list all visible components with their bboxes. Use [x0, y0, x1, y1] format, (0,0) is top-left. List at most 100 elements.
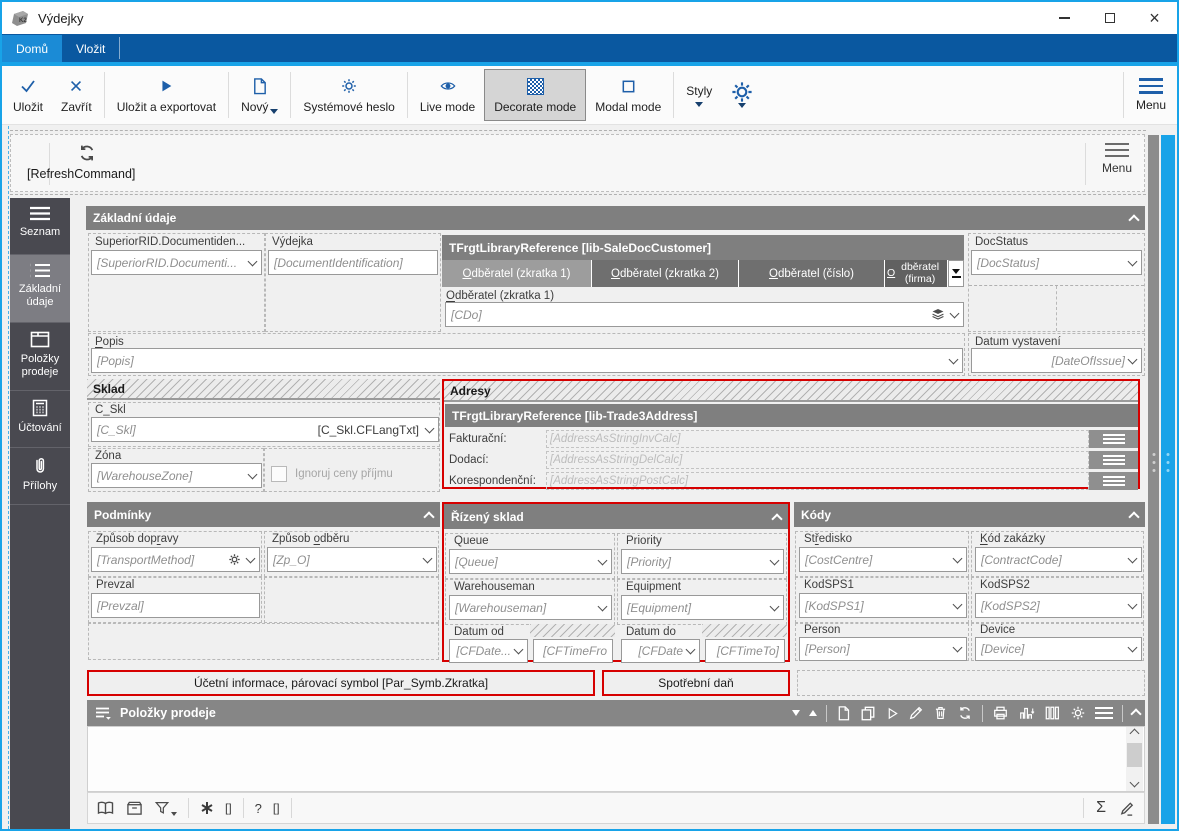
sidebar-item-zakladni-udaje[interactable]: Základní údaje: [10, 255, 70, 323]
collapse-icon[interactable]: [1130, 708, 1142, 720]
refresh-command-button[interactable]: [RefreshCommand]: [27, 167, 136, 181]
kody-header[interactable]: Kódy: [794, 502, 1145, 527]
copy-icon[interactable]: [860, 705, 876, 722]
equipment-combo[interactable]: [Equipment]: [621, 595, 784, 620]
zpusob-dopravy-combo[interactable]: [TransportMethod]: [91, 547, 260, 572]
sum-button[interactable]: Σ: [1096, 799, 1106, 816]
close-doc-button[interactable]: Zavřít: [52, 69, 101, 121]
scroll-up-icon[interactable]: [1129, 728, 1140, 739]
accounting-info-button[interactable]: Účetní informace, párovací symbol [Par_S…: [87, 670, 595, 696]
new-item-icon[interactable]: [836, 705, 851, 722]
decorate-mode-button[interactable]: Decorate mode: [484, 69, 587, 121]
columns-icon[interactable]: [1044, 705, 1061, 721]
splitter-handle[interactable]: [1148, 135, 1159, 824]
save-button[interactable]: Uložit: [4, 69, 52, 121]
toolbar-menu-button[interactable]: Menu: [1127, 69, 1175, 121]
collapse-icon[interactable]: [1128, 214, 1140, 226]
zpusob-odberu-combo[interactable]: [Zp_O]: [267, 547, 437, 572]
modal-mode-button[interactable]: Modal mode: [586, 69, 670, 121]
asterisk-icon[interactable]: [200, 801, 214, 815]
address-menu-button[interactable]: [1089, 472, 1138, 490]
field-cell: [265, 233, 441, 332]
close-button[interactable]: ×: [1149, 7, 1160, 28]
scroll-down-icon[interactable]: [1129, 777, 1140, 788]
edit-icon[interactable]: [908, 705, 924, 721]
settings-button[interactable]: [721, 69, 763, 121]
archive-box-icon[interactable]: [126, 800, 143, 816]
tab-domu[interactable]: Domů: [2, 35, 63, 62]
maximize-button[interactable]: [1087, 3, 1132, 34]
device-combo[interactable]: [Device]: [975, 637, 1142, 661]
form-section-header[interactable]: Základní údaje: [86, 206, 1145, 230]
sidebar-item-polozky-prodeje[interactable]: Položky prodeje: [10, 323, 70, 391]
zona-combo[interactable]: [WarehouseZone]: [91, 463, 262, 488]
kod-zakazky-combo[interactable]: [ContractCode]: [975, 547, 1142, 572]
cas-od-input[interactable]: [CFTimeFro: [533, 639, 613, 663]
tab-vlozit[interactable]: Vložit: [76, 41, 106, 56]
edit-pencil-icon[interactable]: [1118, 800, 1136, 817]
grid-menu-icon[interactable]: [1095, 707, 1113, 719]
move-down-icon[interactable]: [792, 710, 800, 716]
kody-group: Kódy Středisko [CostCentre] Kód zakázky …: [794, 502, 1145, 662]
new-button[interactable]: Nový: [232, 69, 287, 121]
chart-icon[interactable]: [1018, 705, 1035, 721]
ignoruj-ceny-checkbox[interactable]: [271, 466, 287, 482]
refresh-icon[interactable]: [957, 705, 973, 721]
collapse-icon[interactable]: [423, 510, 435, 523]
gear-icon[interactable]: [228, 553, 241, 566]
run-icon[interactable]: [885, 706, 899, 721]
rizeny-sklad-header[interactable]: Řízený sklad: [444, 504, 788, 529]
print-icon[interactable]: [992, 705, 1009, 721]
priority-combo[interactable]: [Priority]: [621, 549, 784, 574]
scrollbar-thumb[interactable]: [1127, 743, 1142, 767]
sidebar-item-seznam[interactable]: Seznam: [10, 198, 70, 255]
warehouseman-combo[interactable]: [Warehouseman]: [449, 595, 612, 620]
stredisko-combo[interactable]: [CostCentre]: [799, 547, 967, 572]
cdo-combo[interactable]: [CDo]: [445, 302, 964, 327]
filter-icon[interactable]: [154, 800, 177, 816]
move-up-icon[interactable]: [809, 710, 817, 716]
kodsps2-combo[interactable]: [KodSPS2]: [975, 593, 1142, 618]
form-menu-button[interactable]: Menu: [1102, 143, 1132, 175]
prevzal-input[interactable]: [Prevzal]: [91, 593, 260, 618]
kodsps1-combo[interactable]: [KodSPS1]: [799, 593, 967, 618]
address-menu-button[interactable]: [1089, 451, 1138, 469]
popis-combo[interactable]: [Popis]: [91, 348, 963, 373]
cas-do-input[interactable]: [CFTimeTo]: [705, 639, 785, 663]
tab-overflow-button[interactable]: [948, 260, 964, 287]
datum-vystaveni-combo[interactable]: [DateOfIssue]: [971, 348, 1142, 373]
items-grid[interactable]: [87, 726, 1145, 792]
collapsed-panel-strip[interactable]: [1161, 135, 1175, 824]
excise-tax-button[interactable]: Spotřební daň: [602, 670, 790, 696]
minimize-button[interactable]: [1042, 3, 1087, 34]
sidebar-item-uctovani[interactable]: Účtování: [10, 391, 70, 448]
podminky-header[interactable]: Podmínky: [87, 502, 440, 527]
address-menu-button[interactable]: [1089, 430, 1138, 448]
delete-icon[interactable]: [933, 705, 948, 721]
c-skl-combo[interactable]: [C_Skl] [C_Skl.CFLangTxt]: [91, 417, 439, 442]
docstatus-combo[interactable]: [DocStatus]: [971, 250, 1142, 275]
sklad-group-header[interactable]: Sklad: [87, 379, 440, 400]
adresy-group-header[interactable]: Adresy: [444, 381, 1138, 402]
queue-combo[interactable]: [Queue]: [449, 549, 612, 574]
live-mode-button[interactable]: Live mode: [411, 69, 484, 121]
person-combo[interactable]: [Person]: [799, 637, 967, 661]
superior-combo[interactable]: [SuperiorRID.Documenti...: [91, 250, 262, 275]
styles-button[interactable]: Styly: [677, 69, 721, 121]
vydejka-input[interactable]: [DocumentIdentification]: [268, 250, 438, 275]
settings-gear-icon[interactable]: [1070, 705, 1086, 721]
layers-icon[interactable]: [931, 308, 945, 321]
sidebar-item-prilohy[interactable]: Přílohy: [10, 448, 70, 505]
book-icon[interactable]: [96, 800, 115, 816]
collapse-icon[interactable]: [771, 512, 783, 525]
vertical-scrollbar[interactable]: [1126, 727, 1143, 791]
datum-od-combo[interactable]: [CFDate...: [449, 639, 528, 663]
save-export-button[interactable]: Uložit a exportovat: [108, 69, 225, 121]
datum-do-combo[interactable]: [CFDate: [621, 639, 700, 663]
system-password-button[interactable]: Systémové heslo: [294, 69, 403, 121]
collapse-icon[interactable]: [1128, 510, 1140, 523]
